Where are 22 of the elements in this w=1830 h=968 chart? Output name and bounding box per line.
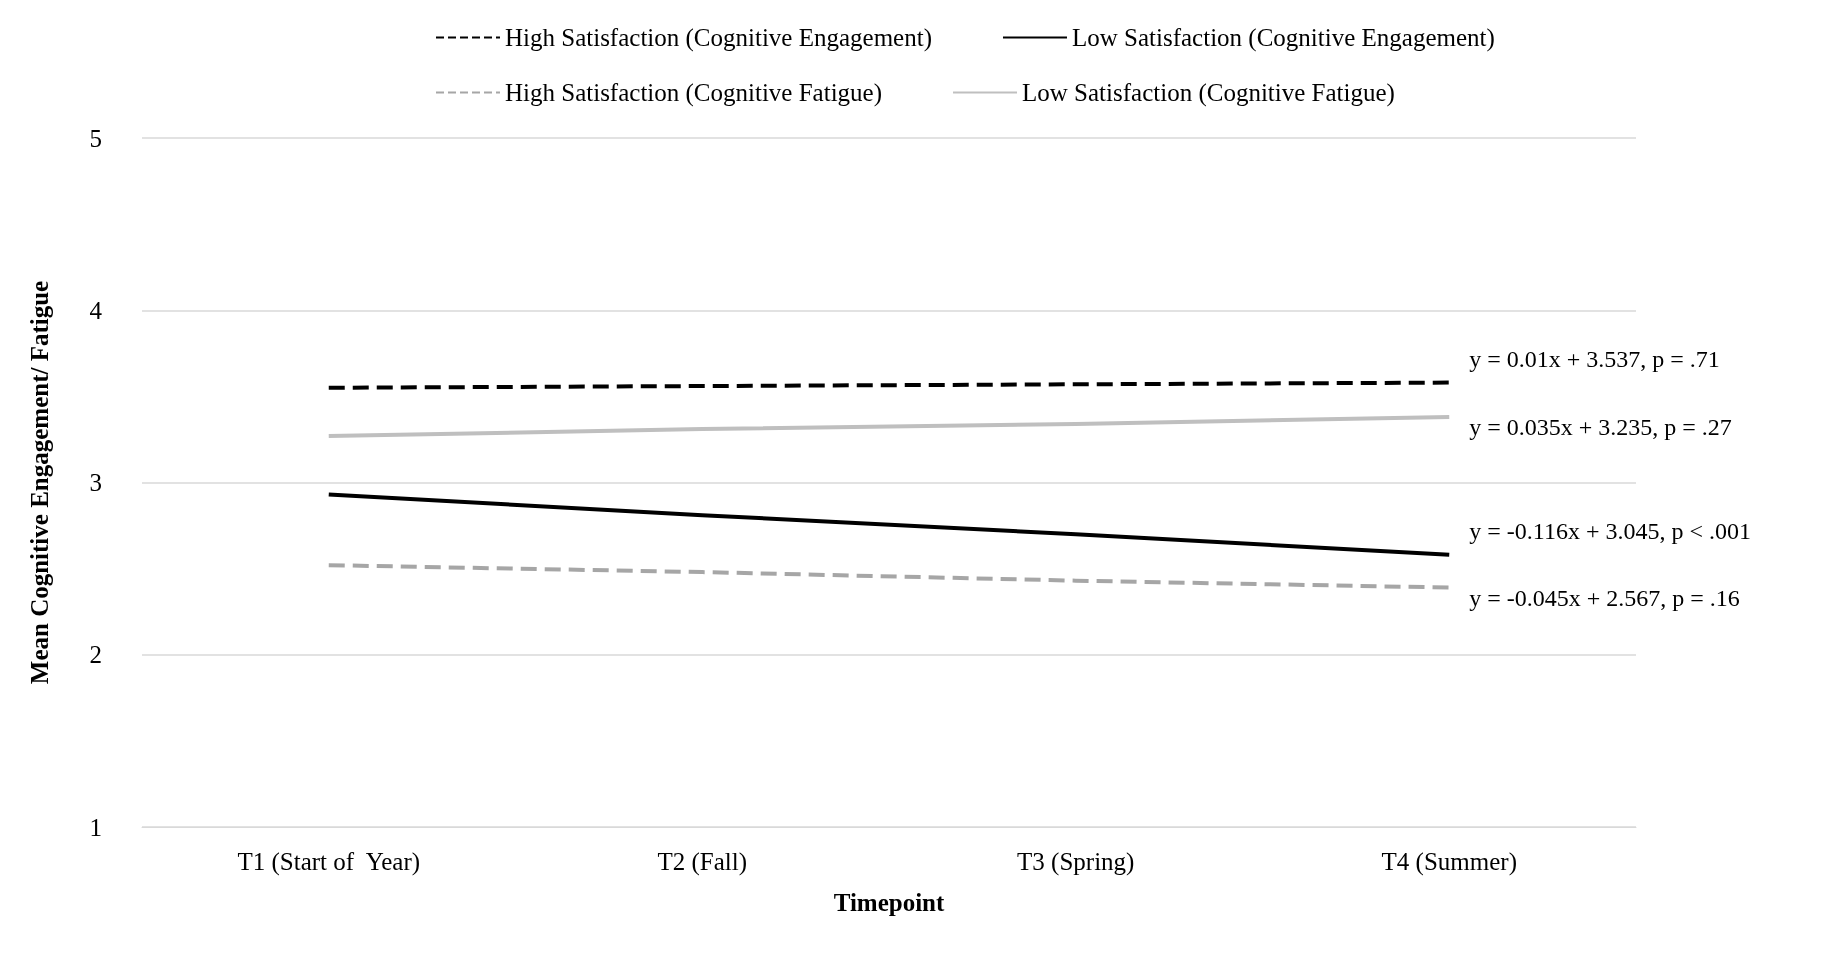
legend-label: High Satisfaction (Cognitive Fatigue) — [505, 79, 883, 107]
legend-label: Low Satisfaction (Cognitive Engagement) — [1071, 24, 1495, 52]
x-tick-label: T2 (Fall) — [657, 848, 748, 876]
x-tick-label: T1 (Start of Year) — [237, 848, 421, 876]
line-series — [326, 492, 1452, 557]
line-series — [326, 563, 1452, 590]
y-tick-label: 4 — [89, 296, 103, 324]
y-tick-label: 3 — [89, 469, 102, 496]
x-tick-label: T3 (Spring) — [1017, 848, 1135, 876]
x-axis-title: Timepoint — [833, 889, 946, 916]
annotation: y = -0.116x + 3.045, p < .001 — [1469, 517, 1751, 544]
line-series — [326, 415, 1452, 438]
y-tick-label: 2 — [89, 641, 102, 669]
x-tick-label: T4 (Summer) — [1381, 848, 1517, 876]
y-tick-label: 5 — [89, 124, 102, 152]
y-tick-label: 1 — [89, 813, 102, 841]
legend-label: High Satisfaction (Cognitive Engagement) — [505, 24, 932, 52]
annotation: y = 0.01x + 3.537, p = .71 — [1469, 345, 1720, 372]
annotation: y = 0.035x + 3.235, p = .27 — [1469, 414, 1732, 441]
legend-label: Low Satisfaction (Cognitive Fatigue) — [1022, 79, 1395, 107]
annotation: y = -0.045x + 2.567, p = .16 — [1469, 584, 1740, 611]
y-axis-title: Mean Cognitive Engagement/ Fatigue — [26, 280, 53, 685]
